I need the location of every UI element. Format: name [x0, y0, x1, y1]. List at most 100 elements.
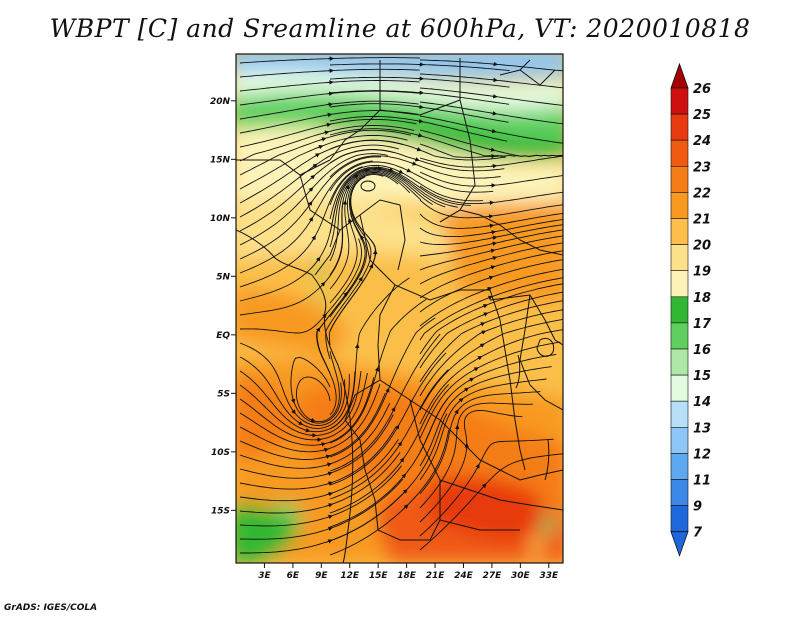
streamline-arrow [307, 200, 313, 207]
colorbar-swatch [670, 479, 689, 506]
streamline-arrow [291, 408, 296, 415]
streamline-arrow [490, 128, 497, 134]
lat-tick-label: 5S [217, 389, 230, 399]
lat-tick-label: 10S [211, 448, 230, 458]
colorbar-swatch [670, 348, 689, 376]
colorbar-label: 9 [693, 500, 702, 515]
streamline-arrow [326, 526, 333, 532]
longitude-axis: 3E 6E 9E 12E 15E 18E 21E 24E 27E 30E 33E [258, 563, 559, 581]
colorbar-swatch [670, 166, 689, 193]
colorbar-swatch [670, 270, 689, 298]
streamline-arrow [482, 312, 489, 317]
streamline-arrow [410, 161, 418, 166]
colorbar-label: 22 [693, 186, 711, 201]
colorbar-swatch [670, 322, 689, 350]
streamline-arrow [480, 330, 487, 335]
colorbar-label: 21 [693, 213, 711, 228]
streamline-arrow [363, 168, 371, 173]
streamline-arrow [317, 144, 324, 150]
streamline-arrow [491, 94, 498, 99]
streamline-arrow [491, 235, 498, 240]
streamline-arrow [345, 184, 350, 191]
streamline-arrow [326, 539, 333, 544]
colorbar-swatch [670, 400, 689, 428]
streamline-arrow [397, 441, 403, 447]
streamline-arrow [326, 481, 334, 486]
streamline-arrow [489, 265, 496, 270]
lat-tick-label: 15N [210, 155, 231, 165]
streamline-arrow [463, 387, 469, 393]
streamline-arrow [417, 104, 424, 110]
streamline-arrow [487, 275, 494, 280]
colorbar-swatch [670, 374, 689, 402]
streamline-arrow [401, 473, 407, 479]
colorbar-swatch [670, 113, 689, 141]
streamline-arrow [358, 276, 363, 283]
lon-tick-label: 9E [315, 571, 328, 581]
streamline-arrow [479, 322, 486, 327]
colorbar-label: 23 [693, 160, 711, 175]
streamline-arrow [395, 424, 400, 431]
colorbar-swatch [670, 453, 689, 480]
streamline-arrow [311, 235, 316, 241]
lon-tick-label: 21E [426, 571, 446, 581]
colorbar-swatch [670, 139, 689, 167]
latitude-axis: 20N 15N 10N 5N EQ 5S 10S 15S [210, 97, 236, 516]
streamlines [239, 56, 563, 556]
streamline-arrow [481, 483, 487, 489]
colorbar-swatch [670, 218, 689, 245]
streamline-arrow [475, 463, 480, 470]
streamline-arrow [315, 256, 321, 263]
streamline-arrow [491, 255, 498, 261]
streamline-arrow [481, 304, 488, 309]
colorbar-label: 7 [693, 526, 703, 541]
lon-tick-label: 15E [369, 571, 389, 581]
streamline-arrow [290, 397, 296, 404]
lon-tick-label: 27E [483, 571, 503, 581]
colorbar-swatch [670, 426, 689, 454]
streamline-arrow [308, 216, 314, 223]
streamline-arrow [413, 157, 420, 162]
streamline-arrow [405, 168, 412, 173]
lat-tick-label: 20N [210, 97, 231, 107]
colorbar-swatch [670, 244, 689, 272]
streamline-arrow [322, 447, 329, 453]
colorbar-swatch [670, 192, 689, 219]
colorbar-swatch [670, 296, 689, 324]
streamline-arrow [320, 281, 326, 287]
streamline-arrow [326, 112, 333, 118]
streamline-arrow [491, 111, 498, 116]
streamline-arrow [479, 343, 485, 348]
streamline-arrow [326, 102, 334, 107]
colorbar-bottom-arrow [670, 531, 689, 557]
streamline-arrow [458, 397, 464, 403]
streamline-arrow [308, 187, 314, 193]
streamline-arrow [353, 174, 359, 179]
colorbar-label: 17 [693, 317, 712, 332]
map-frame [235, 53, 564, 564]
streamline-arrow [360, 234, 365, 241]
streamline-arrow [327, 491, 334, 497]
colorbar-swatch [670, 87, 689, 115]
lon-tick-label: 6E [287, 571, 300, 581]
streamline-arrow [415, 146, 422, 152]
streamline-arrow [324, 454, 331, 459]
colorbar-label: 25 [693, 108, 711, 123]
streamline-arrow [491, 77, 498, 83]
lat-tick-label: 15S [211, 506, 230, 516]
streamline-arrow [325, 122, 332, 128]
streamline-arrow [325, 462, 332, 467]
lon-tick-label: 33E [539, 571, 559, 581]
streamline-arrow [486, 286, 493, 292]
streamline-arrow [387, 167, 394, 172]
colorbar-label: 13 [693, 421, 711, 436]
streamline-arrow [490, 241, 498, 246]
streamline-arrow [391, 406, 396, 413]
grads-credit: GrADS: IGES/COLA [4, 603, 98, 613]
streamline-arrow [403, 504, 409, 509]
lon-tick-label: 3E [258, 571, 271, 581]
lat-tick-label: EQ [216, 331, 230, 341]
streamline-arrow [374, 366, 380, 373]
colorbar-label: 26 [693, 82, 711, 97]
